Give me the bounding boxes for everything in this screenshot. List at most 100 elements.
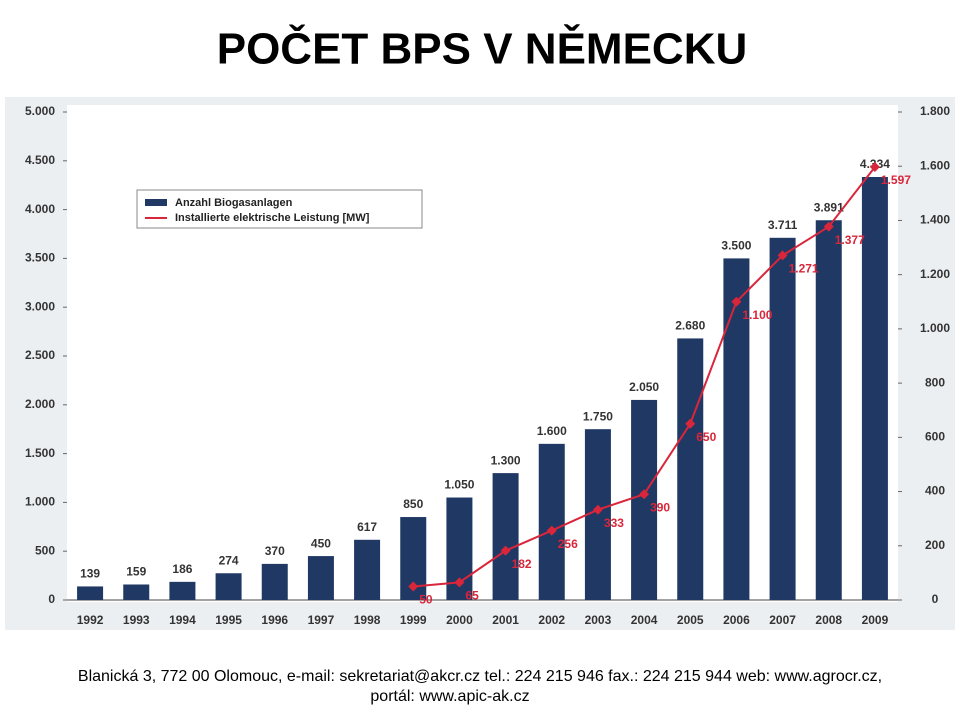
y-tick-label: 1.600 bbox=[920, 158, 950, 172]
bar-value-label: 2.050 bbox=[629, 380, 659, 394]
bar-value-label: 159 bbox=[126, 565, 146, 579]
x-tick-label: 2007 bbox=[769, 613, 796, 627]
legend: Anzahl Biogasanlagen Installierte elektr… bbox=[136, 189, 423, 229]
line-value-label: 50 bbox=[419, 593, 433, 607]
bar bbox=[861, 177, 888, 601]
x-tick-label: 1997 bbox=[308, 613, 335, 627]
y-tick-label: 600 bbox=[925, 430, 945, 444]
bar-value-label: 3.711 bbox=[768, 218, 798, 232]
y-tick-label: 3.500 bbox=[25, 251, 55, 265]
footer-line: Blanická 3, 772 00 Olomouc, e-mail: sekr… bbox=[78, 668, 882, 685]
line-value-label: 390 bbox=[650, 500, 670, 514]
y-tick-label: 1.000 bbox=[25, 495, 55, 509]
y-tick-label: 500 bbox=[35, 543, 55, 557]
line-value-label: 1.377 bbox=[835, 233, 865, 247]
line-marker bbox=[408, 581, 419, 592]
bar bbox=[538, 443, 565, 600]
line-value-label: 182 bbox=[512, 557, 532, 571]
line-marker bbox=[731, 296, 742, 307]
bar bbox=[307, 556, 334, 600]
bar-value-label: 617 bbox=[357, 520, 377, 534]
bar bbox=[492, 473, 519, 600]
bar-value-label: 450 bbox=[311, 536, 331, 550]
y-tick-label: 4.000 bbox=[25, 202, 55, 216]
line-marker bbox=[639, 489, 650, 500]
bar bbox=[215, 573, 242, 600]
x-tick-label: 2001 bbox=[492, 613, 519, 627]
bar-value-label: 850 bbox=[403, 497, 423, 511]
bar-value-label: 3.500 bbox=[721, 239, 751, 253]
bar-value-label: 186 bbox=[172, 562, 192, 576]
y-tick-label: 400 bbox=[925, 484, 945, 498]
line-value-label: 1.271 bbox=[789, 262, 819, 276]
legend-swatch bbox=[145, 199, 167, 206]
x-tick-label: 2006 bbox=[723, 613, 750, 627]
bar bbox=[354, 539, 381, 600]
y-tick-label: 1.400 bbox=[920, 213, 950, 227]
line-value-label: 1.597 bbox=[881, 173, 911, 187]
y-tick-label: 0 bbox=[932, 592, 939, 606]
legend-label: Anzahl Biogasanlagen bbox=[175, 197, 293, 209]
x-tick-label: 2009 bbox=[862, 613, 889, 627]
bar bbox=[169, 581, 196, 600]
line-marker bbox=[869, 162, 880, 173]
x-tick-label: 1993 bbox=[123, 613, 150, 627]
y-tick-label: 4.500 bbox=[25, 153, 55, 167]
bar-value-label: 1.300 bbox=[491, 453, 521, 467]
bar-value-label: 1.600 bbox=[537, 424, 567, 438]
y-tick-label: 3.000 bbox=[25, 299, 55, 313]
line-marker bbox=[546, 525, 557, 536]
bar bbox=[631, 399, 658, 600]
y-tick-label: 2.500 bbox=[25, 348, 55, 362]
bar bbox=[815, 220, 842, 600]
plot-area bbox=[67, 105, 898, 602]
line-marker bbox=[823, 221, 834, 232]
slide-title: POČET BPS V NĚMECKU bbox=[217, 23, 748, 74]
x-tick-label: 1996 bbox=[261, 613, 288, 627]
bar bbox=[723, 258, 750, 600]
line-marker bbox=[685, 418, 696, 429]
y-tick-label: 1.000 bbox=[920, 321, 950, 335]
line-value-label: 256 bbox=[558, 537, 578, 551]
y-tick-label: 800 bbox=[925, 375, 945, 389]
bar bbox=[769, 237, 796, 600]
line-marker bbox=[500, 545, 511, 556]
line-value-label: 1.100 bbox=[742, 308, 772, 322]
y-tick-label: 200 bbox=[925, 538, 945, 552]
bar-value-label: 1.050 bbox=[444, 478, 474, 492]
y-tick-label: 1.200 bbox=[920, 267, 950, 281]
bar-value-label: 3.891 bbox=[814, 200, 844, 214]
legend-box bbox=[136, 189, 423, 229]
y-tick-label: 2.000 bbox=[25, 397, 55, 411]
x-tick-label: 1994 bbox=[169, 613, 196, 627]
x-tick-label: 2002 bbox=[538, 613, 565, 627]
x-tick-label: 2000 bbox=[446, 613, 473, 627]
bar-value-label: 1.750 bbox=[583, 409, 613, 423]
bar bbox=[261, 563, 288, 600]
bar-value-label: 139 bbox=[80, 567, 100, 581]
y-tick-label: 0 bbox=[48, 592, 55, 606]
line-value-label: 650 bbox=[696, 430, 716, 444]
line-value-label: 333 bbox=[604, 516, 624, 530]
x-tick-label: 1992 bbox=[77, 613, 104, 627]
line-marker bbox=[592, 504, 603, 515]
x-tick-label: 1998 bbox=[354, 613, 381, 627]
y-tick-label: 5.000 bbox=[25, 104, 55, 118]
line-marker bbox=[777, 250, 788, 261]
bar bbox=[677, 338, 704, 600]
bar-value-label: 370 bbox=[265, 544, 285, 558]
bar bbox=[77, 586, 104, 600]
bar-value-label: 274 bbox=[219, 553, 239, 567]
x-tick-label: 2005 bbox=[677, 613, 704, 627]
x-tick-label: 2003 bbox=[585, 613, 612, 627]
x-tick-label: 2008 bbox=[815, 613, 842, 627]
x-tick-label: 1999 bbox=[400, 613, 427, 627]
legend-label: Installierte elektrische Leistung [MW] bbox=[175, 212, 370, 224]
footer-line: portál: www.apic-ak.cz bbox=[370, 688, 529, 705]
bar-value-label: 2.680 bbox=[675, 319, 705, 333]
x-tick-label: 1995 bbox=[215, 613, 242, 627]
x-tick-label: 2004 bbox=[631, 613, 658, 627]
line-value-label: 65 bbox=[465, 589, 479, 603]
